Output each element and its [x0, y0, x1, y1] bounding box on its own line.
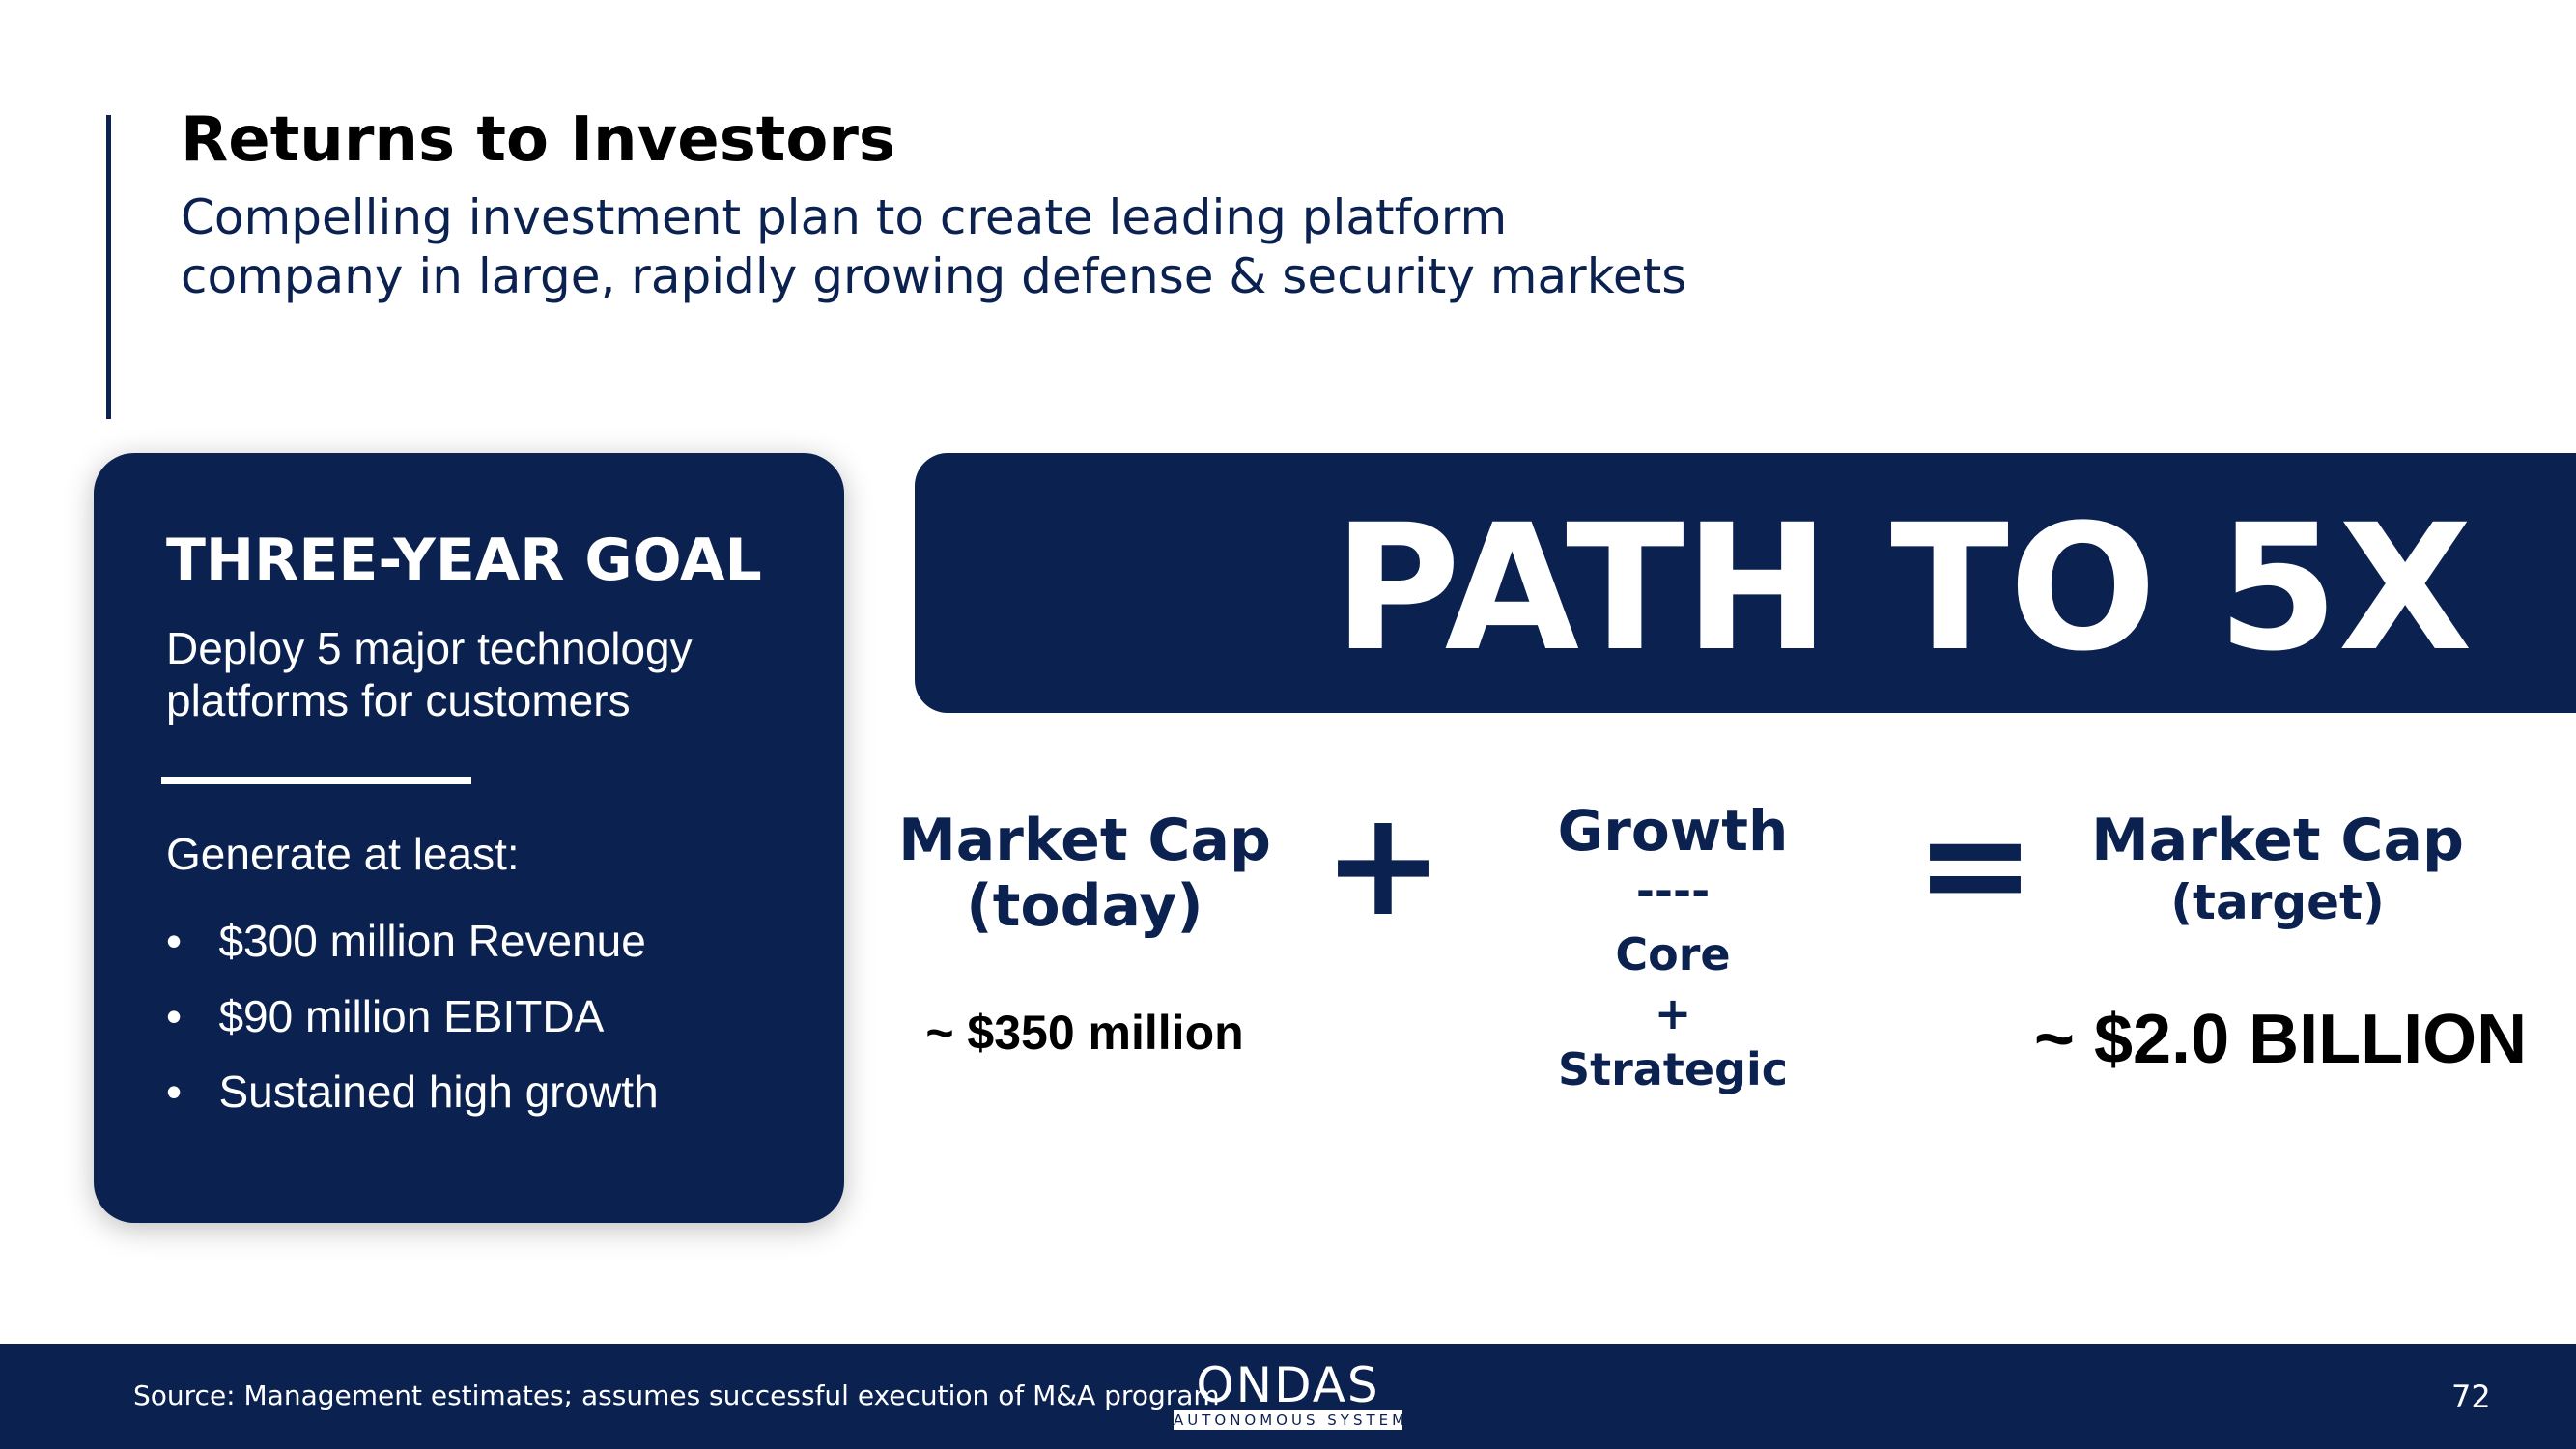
- label: Market Cap: [898, 807, 1271, 874]
- card-text: Deploy 5 major technology: [166, 623, 693, 673]
- bullet: • Sustained high growth: [166, 1066, 659, 1117]
- bullet: • $300 million Revenue: [166, 916, 646, 966]
- label: Market Cap: [2091, 807, 2464, 874]
- value: ~ $2.0 BILLION: [2033, 1001, 2528, 1078]
- footer: [0, 1344, 2576, 1449]
- subtitle: Compelling investment plan to create lea…: [181, 189, 1508, 245]
- growth-part: +: [1654, 987, 1692, 1039]
- logo: ONDAS: [1196, 1357, 1380, 1413]
- accent-bar: [106, 115, 111, 419]
- value: ~ $350 million: [925, 1006, 1244, 1060]
- banner: [915, 453, 2576, 713]
- logo-tagline: AUTONOMOUS SYSTEMS: [1174, 1410, 1422, 1430]
- growth-part: Core: [1615, 928, 1731, 980]
- label: (target): [2170, 874, 2385, 930]
- bullet: • $90 million EBITDA: [166, 991, 605, 1041]
- operator: =: [1914, 781, 2036, 949]
- subtitle: company in large, rapidly growing defens…: [181, 248, 1687, 304]
- label: Growth: [1557, 798, 1789, 864]
- bullet-text: Sustained high growth: [218, 1066, 659, 1117]
- bullet-text: $300 million Revenue: [218, 916, 646, 966]
- divider-text: ----: [1635, 865, 1711, 917]
- goal-card: [94, 453, 844, 1223]
- card-text: platforms for customers: [166, 675, 631, 725]
- page-number: 72: [2451, 1378, 2491, 1415]
- banner-title: PATH TO 5X: [1333, 488, 2473, 690]
- label: (today): [966, 872, 1203, 940]
- divider: [161, 777, 471, 784]
- title: Returns to Investors: [181, 104, 895, 176]
- operator: +: [1322, 781, 1444, 949]
- card-heading: THREE-YEAR GOAL: [166, 526, 762, 594]
- growth-part: Strategic: [1558, 1043, 1788, 1095]
- card-text: Generate at least:: [166, 829, 520, 879]
- source: Source: Management estimates; assumes su…: [133, 1379, 1220, 1411]
- bullet-text: $90 million EBITDA: [218, 991, 605, 1041]
- bullet-list: • $300 million Revenue • $90 million EBI…: [166, 903, 659, 1129]
